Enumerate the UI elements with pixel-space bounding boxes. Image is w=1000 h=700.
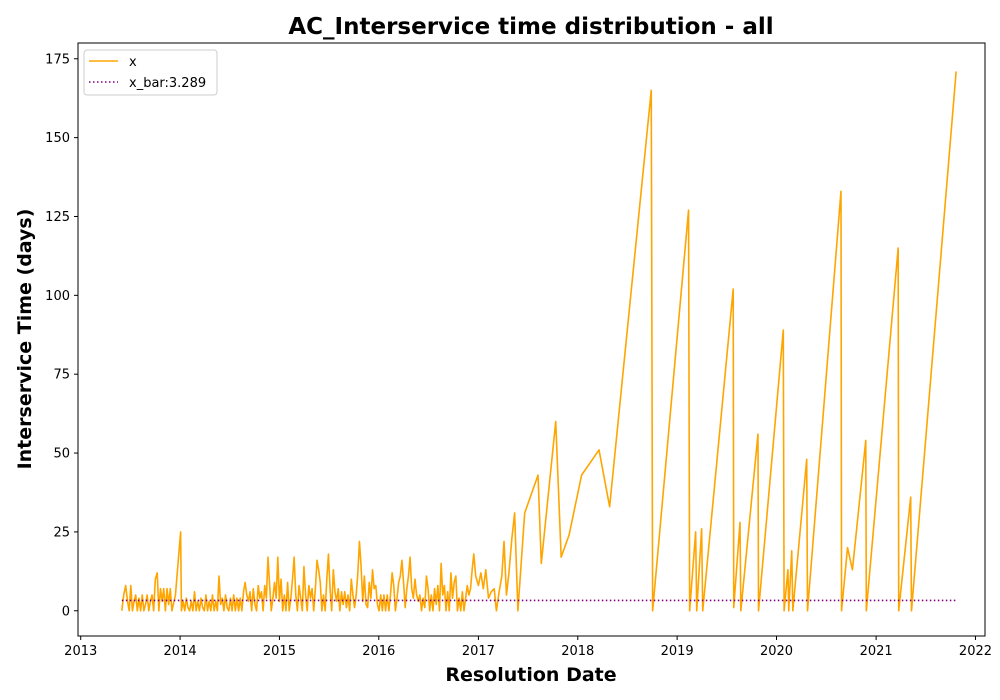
y-tick-label: 25 [53, 525, 70, 540]
y-tick-label: 175 [45, 52, 70, 67]
legend: x x_bar:3.289 [84, 50, 217, 95]
y-axis-label: Interservice Time (days) [14, 209, 36, 470]
legend-label: x [129, 55, 137, 70]
x-tick-label: 2013 [64, 644, 97, 659]
x-tick-label: 2017 [462, 644, 495, 659]
x-tick-label: 2018 [561, 644, 594, 659]
y-tick-label: 50 [53, 447, 70, 462]
x-axis-label: Resolution Date [445, 664, 616, 686]
y-tick-label: 0 [62, 604, 70, 619]
y-tick-label: 150 [45, 131, 70, 146]
x-tick-label: 2020 [760, 644, 793, 659]
y-tick-label: 75 [53, 368, 70, 383]
y-tick-label: 125 [45, 210, 70, 225]
x-tick-label: 2016 [362, 644, 395, 659]
chart-title: AC_Interservice time distribution - all [288, 14, 773, 40]
x-tick-label: 2014 [164, 644, 197, 659]
legend-label: x_bar:3.289 [129, 76, 206, 91]
x-tick-label: 2022 [959, 644, 992, 659]
x-tick-label: 2021 [860, 644, 893, 659]
y-tick-label: 100 [45, 289, 70, 304]
x-tick-label: 2019 [661, 644, 694, 659]
x-tick-label: 2015 [263, 644, 296, 659]
